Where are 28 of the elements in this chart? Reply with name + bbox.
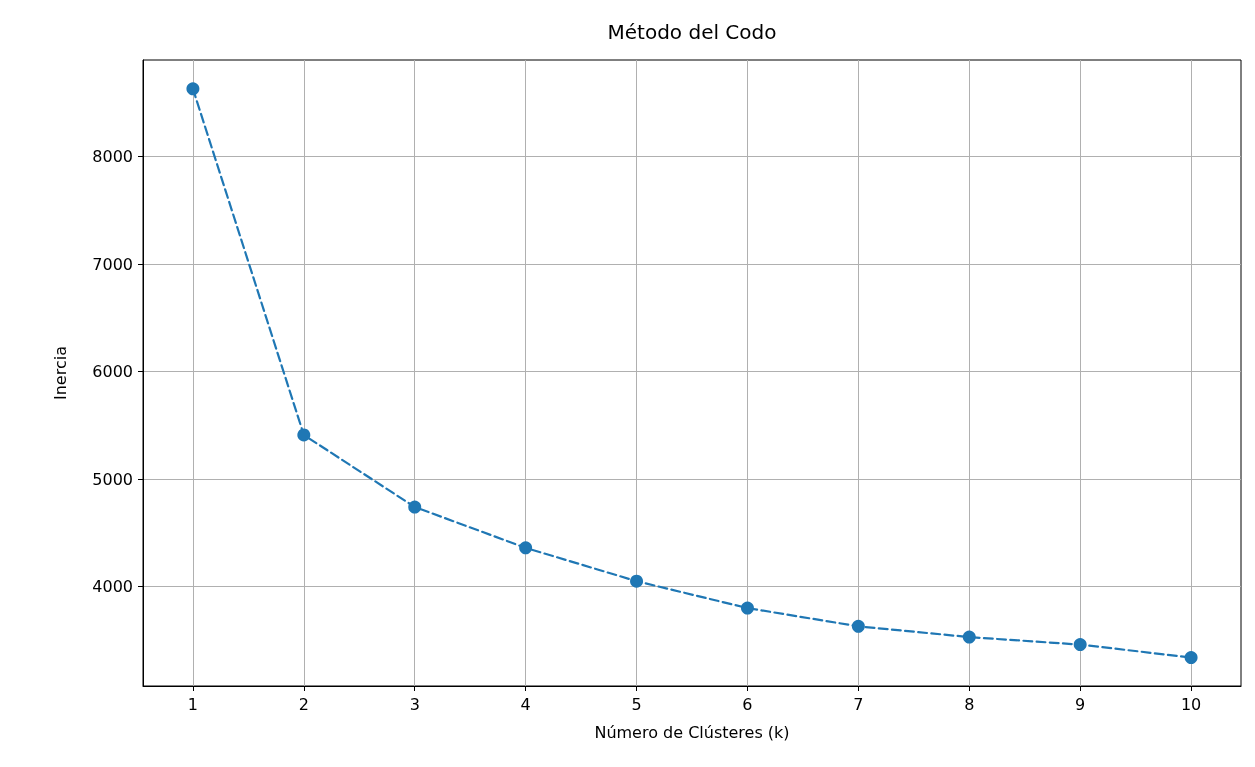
point [297,428,311,442]
point [519,541,533,555]
point [630,574,644,588]
point [186,82,200,96]
point [408,500,422,514]
x-tick-label: 5 [631,694,642,714]
x-axis-title: Número de Clústeres (k) [594,722,790,742]
y-tick-label: 7000 [92,254,133,274]
y-tick-label: 8000 [92,147,133,167]
point [962,630,976,644]
y-tick-label: 4000 [92,577,133,597]
point [1073,638,1087,652]
point [740,601,754,615]
y-tick-label: 6000 [92,362,133,382]
x-tick-label: 3 [409,694,420,714]
x-tick-label: 6 [742,694,753,714]
x-tick-label: 8 [964,694,975,714]
point [851,619,865,633]
x-tick-label: 9 [1075,694,1086,714]
point [1184,651,1198,665]
y-tick-label: 5000 [92,469,133,489]
y-axis-title: Inercia [50,346,70,400]
x-tick-label: 10 [1180,694,1202,714]
x-tick-label: 7 [853,694,864,714]
x-tick-label: 2 [298,694,309,714]
x-tick-label: 4 [520,694,531,714]
chart-title: Método del Codo [607,20,777,44]
x-tick-label: 1 [187,694,198,714]
